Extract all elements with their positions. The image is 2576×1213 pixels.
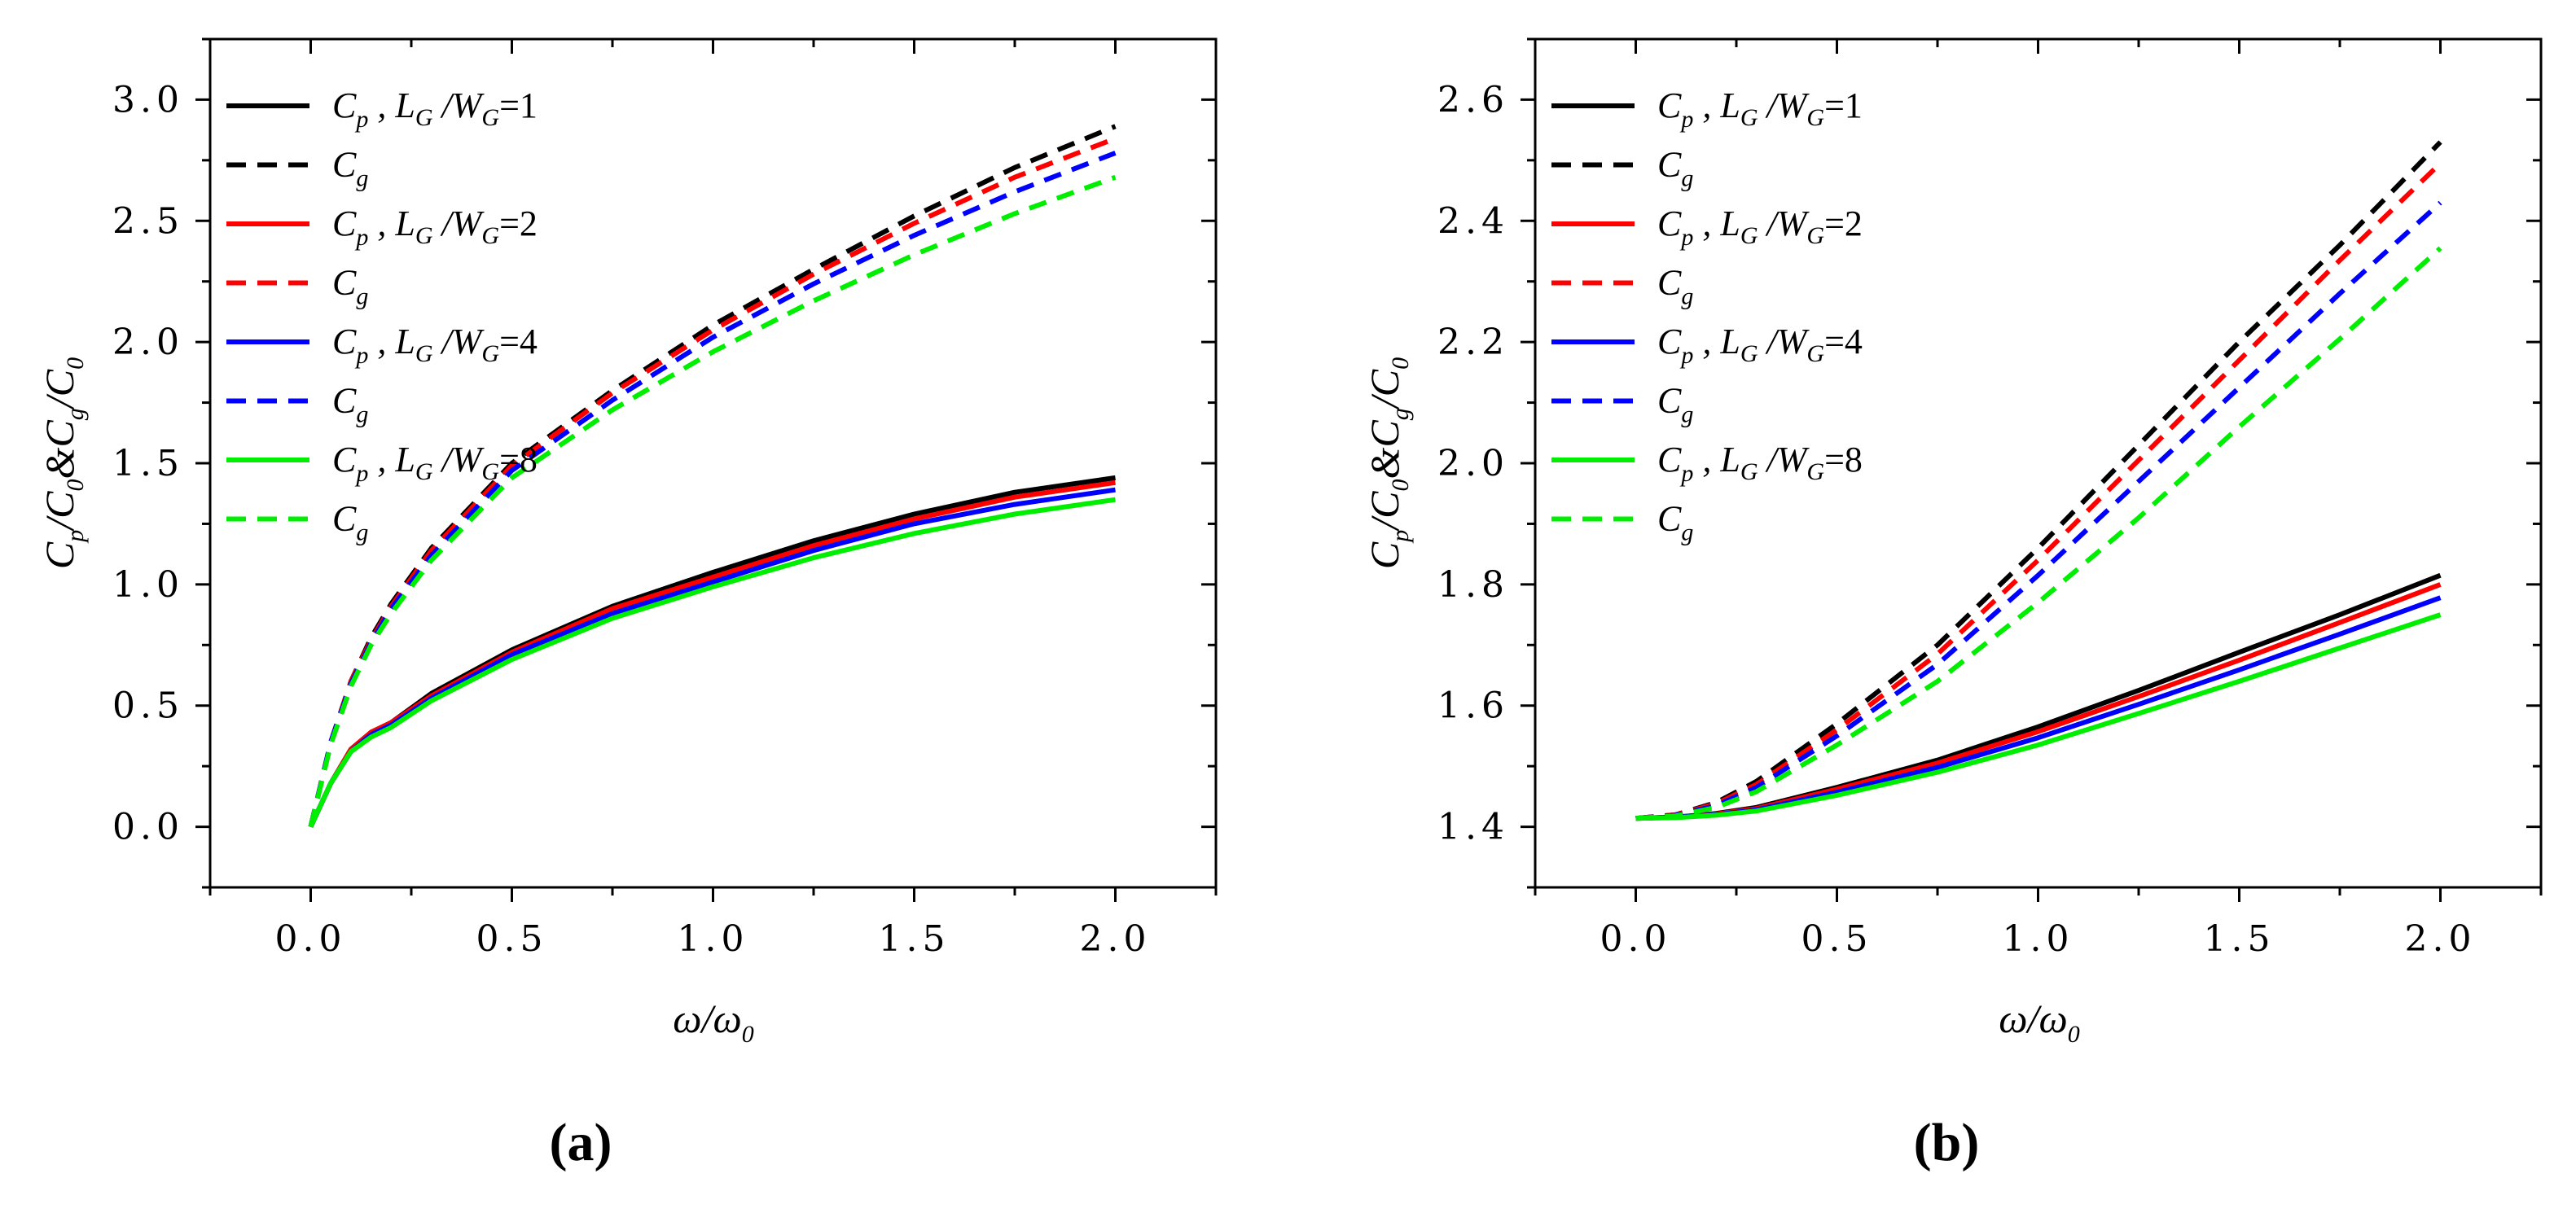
panel-a-chart: 0.0 0.5 1.0 1.5 2.0 0.0 0.5 1.0 1.5 2.0 2.5 3.0 ω/ω0…: [37, 37, 1218, 1048]
series-line-1: [308, 475, 1116, 828]
x-tick-label: 1.5: [879, 918, 950, 960]
x-tick-label: 0.5: [1801, 918, 1873, 960]
legend-label: Cp​ , LG /WG=4: [332, 322, 538, 369]
series-line-8: [1635, 246, 2442, 821]
y-axis-title: Cp​/C0​&Cg​/C0​: [37, 357, 89, 569]
panel-label-b: (b): [1914, 1113, 1980, 1172]
y-tick-label: 1.8: [1437, 564, 1509, 606]
legend-label: Cg​: [1657, 263, 1693, 310]
x-tick-label: 1.0: [2003, 918, 2074, 960]
legend-label: Cp​ , LG /WG=4: [1657, 322, 1863, 369]
y-tick-label: 0.5: [112, 685, 184, 727]
y-tick-label: 2.6: [1437, 79, 1509, 120]
legend-label: Cg​: [332, 499, 368, 546]
legend-label: Cp​ , LG /WG=2: [1657, 204, 1863, 251]
x-tick-label: 0.5: [476, 918, 548, 960]
panel-b-chart: 0.0 0.5 1.0 1.5 2.0 1.4 1.6 1.8 2.0 2.2 2.4 2.6 ω/ω0…: [1362, 37, 2543, 1048]
x-tick-label: 0.0: [1600, 918, 1672, 960]
y-tick-label: 2.4: [1437, 200, 1509, 242]
legend-label: Cp​ , LG /WG=1: [332, 85, 538, 133]
legend-label: Cp​ , LG /WG=1: [1657, 85, 1863, 133]
series-line-5: [308, 487, 1116, 828]
legend-label: Cp​ , LG /WG=2: [332, 204, 538, 251]
y-axis-title: Cp​/C0​&Cg​/C0​: [1362, 357, 1414, 569]
legend-label: Cg​: [1657, 145, 1693, 192]
y-tick-label: 2.0: [112, 322, 184, 363]
y-tick-label: 0.0: [112, 807, 184, 848]
x-tick-label: 2.0: [1080, 918, 1152, 960]
series-line-7: [308, 497, 1116, 828]
series-line-6: [308, 151, 1117, 828]
x-axis-title: ω/ω0​: [1999, 996, 2080, 1048]
legend-label: Cp​ , LG /WG=8: [1657, 440, 1863, 487]
y-tick-label: 2.5: [112, 200, 184, 242]
x-tick-label: 1.5: [2204, 918, 2275, 960]
legend-label: Cg​: [332, 263, 368, 310]
panel-label-a: (a): [550, 1113, 612, 1172]
x-axis-title: ω/ω0​: [673, 996, 754, 1048]
legend-label: Cg​: [332, 381, 368, 428]
series-line-8: [308, 174, 1117, 828]
y-tick-label: 1.6: [1437, 685, 1509, 727]
x-tick-label: 2.0: [2405, 918, 2477, 960]
y-tick-label: 1.0: [112, 564, 184, 606]
y-tick-label: 1.4: [1437, 807, 1509, 848]
series-line-3: [308, 480, 1116, 828]
legend-label: Cp​ , LG /WG=8: [332, 440, 538, 487]
y-tick-label: 3.0: [112, 79, 184, 120]
series-line-7: [1635, 612, 2442, 821]
x-tick-label: 0.0: [275, 918, 347, 960]
legend-label: Cg​: [332, 145, 368, 192]
y-tick-label: 2.0: [1437, 443, 1509, 484]
y-tick-label: 1.5: [112, 443, 184, 484]
y-tick-label: 2.2: [1437, 322, 1509, 363]
legend-label: Cg​: [1657, 499, 1693, 546]
legend-label: Cg​: [1657, 381, 1693, 428]
x-tick-label: 1.0: [678, 918, 749, 960]
